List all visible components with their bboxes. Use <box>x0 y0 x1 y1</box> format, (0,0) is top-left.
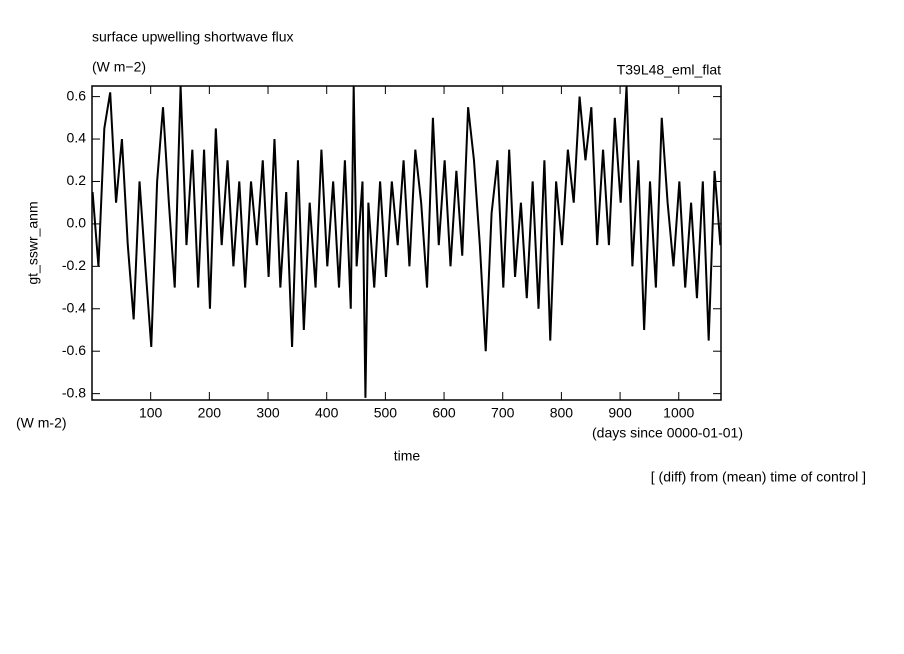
y-tick-label: 0.0 <box>67 215 87 231</box>
note: [ (diff) from (mean) time of control ] <box>651 469 866 485</box>
y-tick-label: 0.6 <box>67 87 87 103</box>
x-tick-label: 100 <box>139 405 163 421</box>
x-tick-label: 800 <box>550 405 574 421</box>
x-tick-label: 500 <box>374 405 398 421</box>
data-line <box>91 85 722 398</box>
x-tick-label: 200 <box>198 405 222 421</box>
y-tick-label: -0.8 <box>62 384 86 400</box>
x-tick-label: 300 <box>256 405 280 421</box>
y-tick-label: -0.4 <box>62 299 86 315</box>
x-tick-label: 600 <box>432 405 456 421</box>
x-tick-label: 700 <box>491 405 515 421</box>
x-units: (days since 0000-01-01) <box>592 425 743 441</box>
y-tick-label: -0.2 <box>62 257 86 273</box>
x-tick-label: 400 <box>315 405 339 421</box>
y-axis-label: gt_sswr_anm <box>25 201 41 284</box>
x-tick-label: 1000 <box>663 405 694 421</box>
y-units: (W m-2) <box>16 415 67 431</box>
x-tick-label: 900 <box>608 405 632 421</box>
y-tick-label: 0.4 <box>67 130 87 146</box>
chart-title: surface upwelling shortwave flux <box>92 29 294 45</box>
x-axis-label: time <box>394 448 421 464</box>
y-tick-label: 0.2 <box>67 172 87 188</box>
units: (W m−2) <box>92 59 146 75</box>
y-tick-label: -0.6 <box>62 342 86 358</box>
run-label: T39L48_eml_flat <box>617 62 721 78</box>
